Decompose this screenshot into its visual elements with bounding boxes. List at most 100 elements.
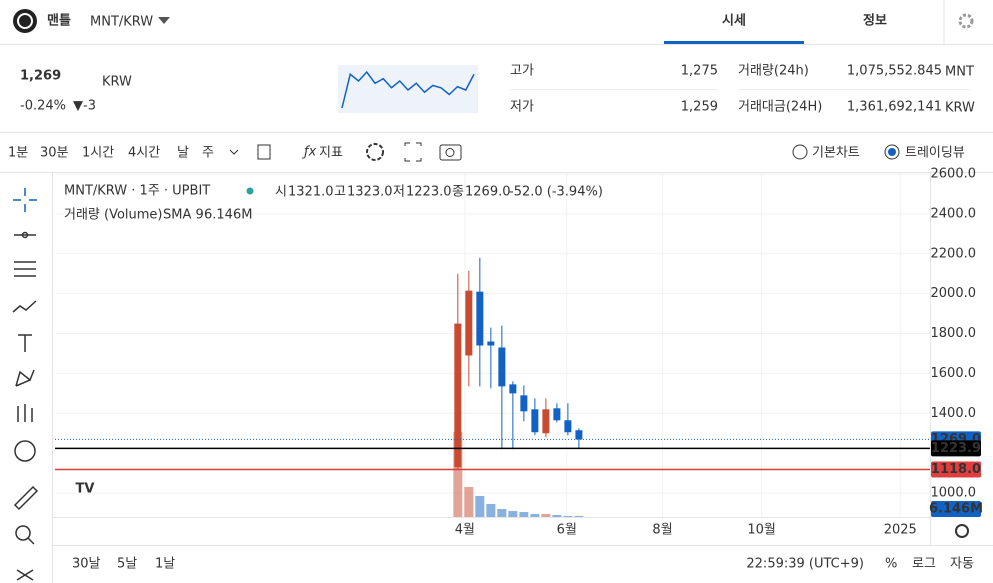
x-tick-label: 4월 — [455, 523, 475, 538]
zoom-tool[interactable] — [15, 525, 31, 541]
interval[interactable]: 30분 — [40, 146, 69, 161]
tools — [12, 188, 39, 581]
pattern-tool[interactable] — [12, 300, 37, 313]
axis-option[interactable]: 자동 — [950, 557, 974, 572]
change: ▼-3 — [73, 99, 96, 114]
sma-tag-label: 6.146M — [929, 502, 983, 517]
coin-name: 맨틀 — [47, 13, 71, 29]
sma-value: 6.146M — [204, 208, 252, 223]
y-tick-label: 2400.0 — [931, 206, 977, 221]
stat-label: 거래량(24h) — [738, 64, 809, 79]
crosshair-tool[interactable] — [13, 188, 37, 212]
volume-bar — [552, 514, 562, 517]
line-tool-dot — [21, 231, 29, 239]
ohlc-value: 1321.0 — [288, 185, 334, 200]
volume-bar — [475, 495, 485, 517]
y-tick-label: 2600.0 — [931, 166, 977, 181]
price-tag — [931, 461, 981, 478]
volume-bar — [497, 509, 507, 517]
axis-settings[interactable] — [955, 524, 969, 538]
candle-body — [542, 409, 550, 434]
volume-bar — [530, 513, 540, 517]
stat-label: 저가 — [510, 100, 534, 115]
candle-body — [476, 291, 484, 346]
camera-icon[interactable] — [439, 144, 462, 161]
volume-bar — [453, 432, 463, 517]
logo-ring — [17, 13, 33, 29]
radio[interactable] — [792, 144, 808, 160]
range[interactable]: 5날 — [117, 557, 137, 572]
candle-body — [509, 384, 517, 394]
ohlc-value: 1323.0 — [347, 185, 393, 200]
price-tag-label: 1118.0 — [931, 462, 981, 477]
stat-unit: KRW — [945, 101, 975, 116]
logo — [13, 9, 37, 33]
indicator-tool[interactable] — [17, 404, 33, 422]
range[interactable]: 30날 — [72, 557, 101, 572]
remove-tool[interactable] — [16, 569, 34, 581]
sma-tag — [931, 501, 981, 517]
volume-bar — [541, 513, 551, 517]
candle-body — [520, 395, 528, 412]
fib-tool[interactable] — [14, 261, 36, 277]
candle-body — [498, 347, 506, 387]
text-tool[interactable] — [18, 334, 32, 352]
stat-value: 1,361,692,141 — [847, 100, 942, 115]
interval[interactable]: 4시간 — [128, 146, 160, 161]
candle-icon[interactable] — [257, 144, 271, 160]
stat-label: 거래대금(24H) — [738, 100, 822, 115]
tab[interactable]: 시세 — [722, 14, 746, 29]
status-dot — [246, 187, 254, 195]
settings[interactable] — [958, 13, 974, 29]
volume-bar — [563, 515, 573, 517]
ruler-tool[interactable] — [13, 485, 39, 511]
tab-underline — [664, 41, 804, 44]
y-tick-label: 2200.0 — [931, 246, 977, 261]
interval[interactable]: 1분 — [8, 146, 28, 161]
tab[interactable]: 정보 — [863, 13, 887, 29]
candle-body — [465, 290, 473, 356]
candle-body — [487, 341, 495, 346]
chart-title: MNT/KRW · 1주 · UPBIT — [64, 184, 210, 199]
clock: 22:59:39 (UTC+9) — [746, 557, 864, 572]
settings-icon[interactable] — [366, 143, 384, 161]
volume-bar — [486, 503, 496, 517]
dropdown[interactable] — [158, 17, 170, 24]
volume-bar — [508, 511, 518, 517]
tv-logo-bg — [68, 476, 102, 502]
x-tick-label: 6월 — [557, 523, 577, 538]
candle-body — [531, 409, 539, 433]
price-unit: KRW — [102, 75, 132, 90]
price-tag-label: 1223.9 — [931, 441, 981, 456]
interval[interactable]: 날 — [177, 146, 189, 161]
fx-icon[interactable]: ƒx — [301, 145, 317, 160]
y-tick-label: 2000.0 — [931, 286, 977, 301]
candle-body — [575, 430, 583, 440]
candle-body — [553, 408, 561, 421]
axis-option[interactable]: 로그 — [912, 557, 936, 572]
range[interactable]: 1날 — [155, 557, 175, 572]
chart-mode[interactable]: 트레이딩뷰 — [905, 146, 965, 161]
x-tick-label: 2025 — [884, 523, 917, 538]
fullscreen-icon[interactable] — [404, 142, 422, 162]
indicator[interactable]: 지표 — [319, 146, 343, 161]
shape-tool[interactable] — [15, 369, 35, 387]
interval[interactable]: 1시간 — [82, 146, 114, 161]
tv-logo: TV — [76, 482, 95, 497]
chart-mode[interactable]: 기본차트 — [812, 146, 860, 161]
radio[interactable] — [884, 144, 900, 160]
y-tick-label: 1000.0 — [931, 486, 977, 501]
candle-body — [564, 420, 572, 433]
emoji-tool[interactable] — [14, 440, 36, 462]
stat-unit: MNT — [945, 65, 974, 80]
ohlc-value: 1269.0 — [465, 185, 511, 200]
camera-lens — [445, 148, 455, 157]
axis-option[interactable]: % — [885, 557, 897, 572]
ohlc-change: -52.0 (-3.94%) — [509, 185, 603, 200]
pair: MNT/KRW — [90, 15, 153, 30]
stat-value: 1,259 — [681, 100, 718, 115]
interval[interactable]: 주 — [202, 146, 214, 161]
